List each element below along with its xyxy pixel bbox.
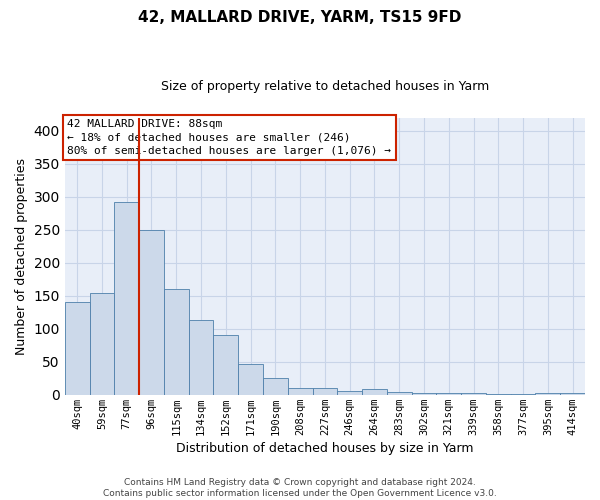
Bar xyxy=(263,378,288,395)
Text: Contains HM Land Registry data © Crown copyright and database right 2024.
Contai: Contains HM Land Registry data © Crown c… xyxy=(103,478,497,498)
Bar xyxy=(288,388,313,395)
Bar xyxy=(560,394,585,395)
Bar xyxy=(461,394,486,395)
X-axis label: Distribution of detached houses by size in Yarm: Distribution of detached houses by size … xyxy=(176,442,473,455)
Bar xyxy=(535,393,560,395)
Bar xyxy=(486,394,511,395)
Bar xyxy=(139,230,164,395)
Bar xyxy=(313,388,337,395)
Bar xyxy=(511,394,535,395)
Bar xyxy=(115,202,139,395)
Bar xyxy=(362,389,387,395)
Bar xyxy=(412,394,436,395)
Bar xyxy=(337,391,362,395)
Bar xyxy=(387,392,412,395)
Bar xyxy=(65,302,89,395)
Bar xyxy=(164,290,188,395)
Bar xyxy=(89,292,115,395)
Bar xyxy=(188,320,214,395)
Y-axis label: Number of detached properties: Number of detached properties xyxy=(15,158,28,355)
Title: Size of property relative to detached houses in Yarm: Size of property relative to detached ho… xyxy=(161,80,489,93)
Text: 42, MALLARD DRIVE, YARM, TS15 9FD: 42, MALLARD DRIVE, YARM, TS15 9FD xyxy=(139,10,461,25)
Bar xyxy=(214,336,238,395)
Bar xyxy=(238,364,263,395)
Bar xyxy=(436,394,461,395)
Text: 42 MALLARD DRIVE: 88sqm
← 18% of detached houses are smaller (246)
80% of semi-d: 42 MALLARD DRIVE: 88sqm ← 18% of detache… xyxy=(67,119,391,156)
